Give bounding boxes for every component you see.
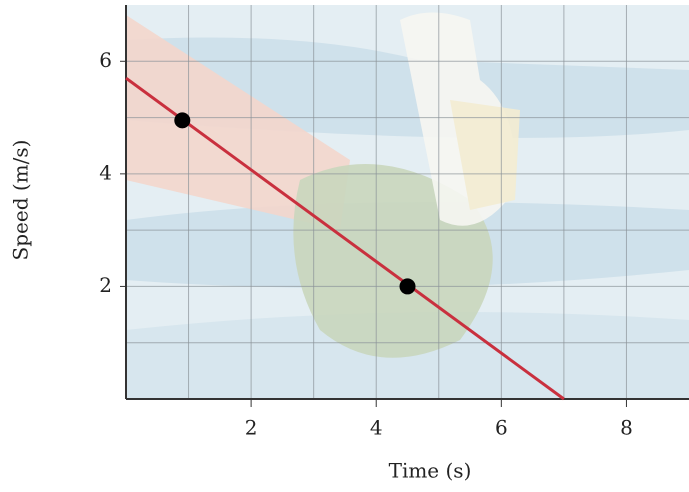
y-tick-label: 2 (99, 273, 112, 297)
x-axis-label: Time (s) (389, 459, 472, 483)
data-point (174, 112, 190, 128)
y-tick-label: 4 (99, 160, 112, 184)
x-tick-label: 2 (245, 416, 258, 440)
chart: Time (s) Speed (m/s) 2 4 6 8 2 4 6 (0, 0, 689, 492)
x-tick-label: 8 (620, 416, 633, 440)
y-tick-label: 6 (99, 48, 112, 72)
x-tick-label: 6 (495, 416, 508, 440)
background-illustration (126, 5, 689, 399)
y-axis-label: Speed (m/s) (9, 140, 33, 261)
x-tick-label: 4 (370, 416, 383, 440)
page: Time (s) Speed (m/s) 2468246 (() => { co… (0, 0, 689, 492)
data-point (400, 278, 416, 294)
